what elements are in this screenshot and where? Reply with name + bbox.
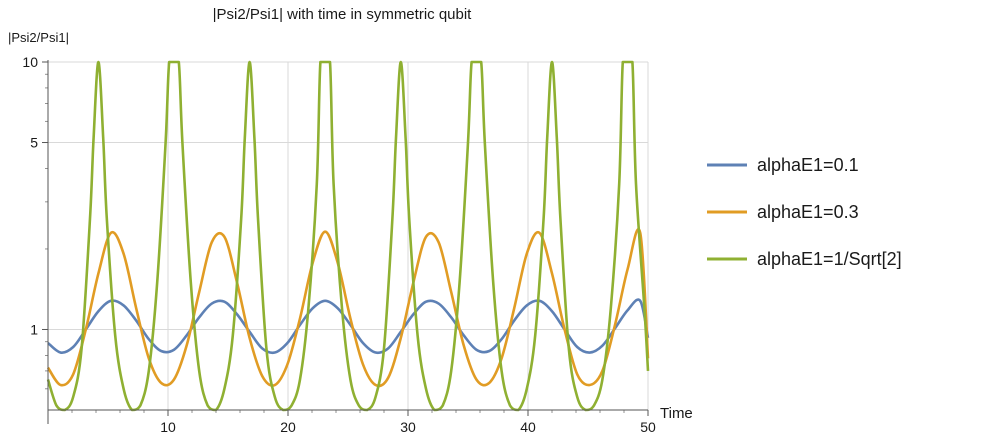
x-tick-label: 40 [520,419,536,435]
plot-area [46,60,650,412]
y-tick-label: 5 [30,135,38,151]
series-line-1 [47,298,650,355]
legend-label-3: alphaE1=1/Sqrt[2] [757,249,902,269]
x-tick-label: 30 [400,419,416,435]
x-tick-label: 50 [640,419,656,435]
legend-label-1: alphaE1=0.1 [757,155,859,175]
series-line-2 [46,228,650,388]
y-tick-label: 1 [30,321,38,337]
legend-label-2: alphaE1=0.3 [757,202,859,222]
legend: alphaE1=0.1 alphaE1=0.3 alphaE1=1/Sqrt[2] [707,155,902,269]
y-axis-label: |Psi2/Psi1| [8,30,69,45]
chart-title: |Psi2/Psi1| with time in symmetric qubit [213,6,473,23]
y-tick-label: 10 [22,54,38,70]
axes: 10 20 30 40 50 1 5 10 [22,54,656,435]
x-axis-label: Time [660,405,693,422]
grid-lines [48,61,649,410]
x-tick-label: 20 [280,419,296,435]
series-line-3 [46,60,650,412]
x-tick-label: 10 [160,419,176,435]
